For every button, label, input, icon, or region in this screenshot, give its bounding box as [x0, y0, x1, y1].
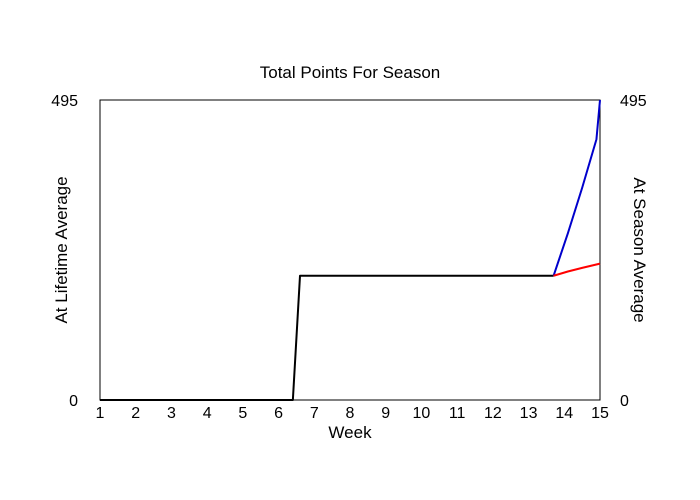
x-tick-label: 13 — [520, 405, 538, 422]
x-tick-label: 6 — [274, 405, 283, 422]
x-tick-label: 4 — [203, 405, 212, 422]
series-line-actual — [100, 274, 554, 401]
y-tick-label-right: 495 — [620, 93, 647, 110]
x-tick-label: 15 — [591, 405, 609, 422]
y-axis-ticks: 0 495 0 495 — [51, 93, 647, 410]
x-tick-label: 3 — [167, 405, 176, 422]
y-tick-label-left: 495 — [51, 93, 78, 110]
y-tick-label-right: 0 — [620, 393, 629, 410]
x-axis-ticks: 1 2 3 4 5 6 7 8 9 10 11 12 13 14 15 — [96, 405, 609, 422]
y-axis-title-right: At Season Average — [630, 177, 649, 322]
x-tick-label: 10 — [413, 405, 431, 422]
x-tick-label: 8 — [346, 405, 355, 422]
x-tick-label: 11 — [449, 405, 466, 422]
x-tick-label: 12 — [484, 405, 502, 422]
x-tick-label: 5 — [238, 405, 247, 422]
x-tick-label: 14 — [555, 405, 573, 422]
series-layer — [100, 99, 601, 401]
chart-title: Total Points For Season — [260, 63, 440, 82]
x-tick-label: 1 — [96, 405, 105, 422]
y-tick-label-left: 0 — [69, 393, 78, 410]
x-axis-title: Week — [328, 423, 372, 442]
plot-area-frame — [99, 99, 601, 401]
x-tick-label: 9 — [381, 405, 390, 422]
series-line-lifetime-average — [552, 99, 601, 277]
series-line-season-average — [553, 262, 601, 277]
y-axis-title-left: At Lifetime Average — [52, 176, 71, 323]
x-tick-label: 7 — [310, 405, 319, 422]
x-tick-label: 2 — [131, 405, 140, 422]
